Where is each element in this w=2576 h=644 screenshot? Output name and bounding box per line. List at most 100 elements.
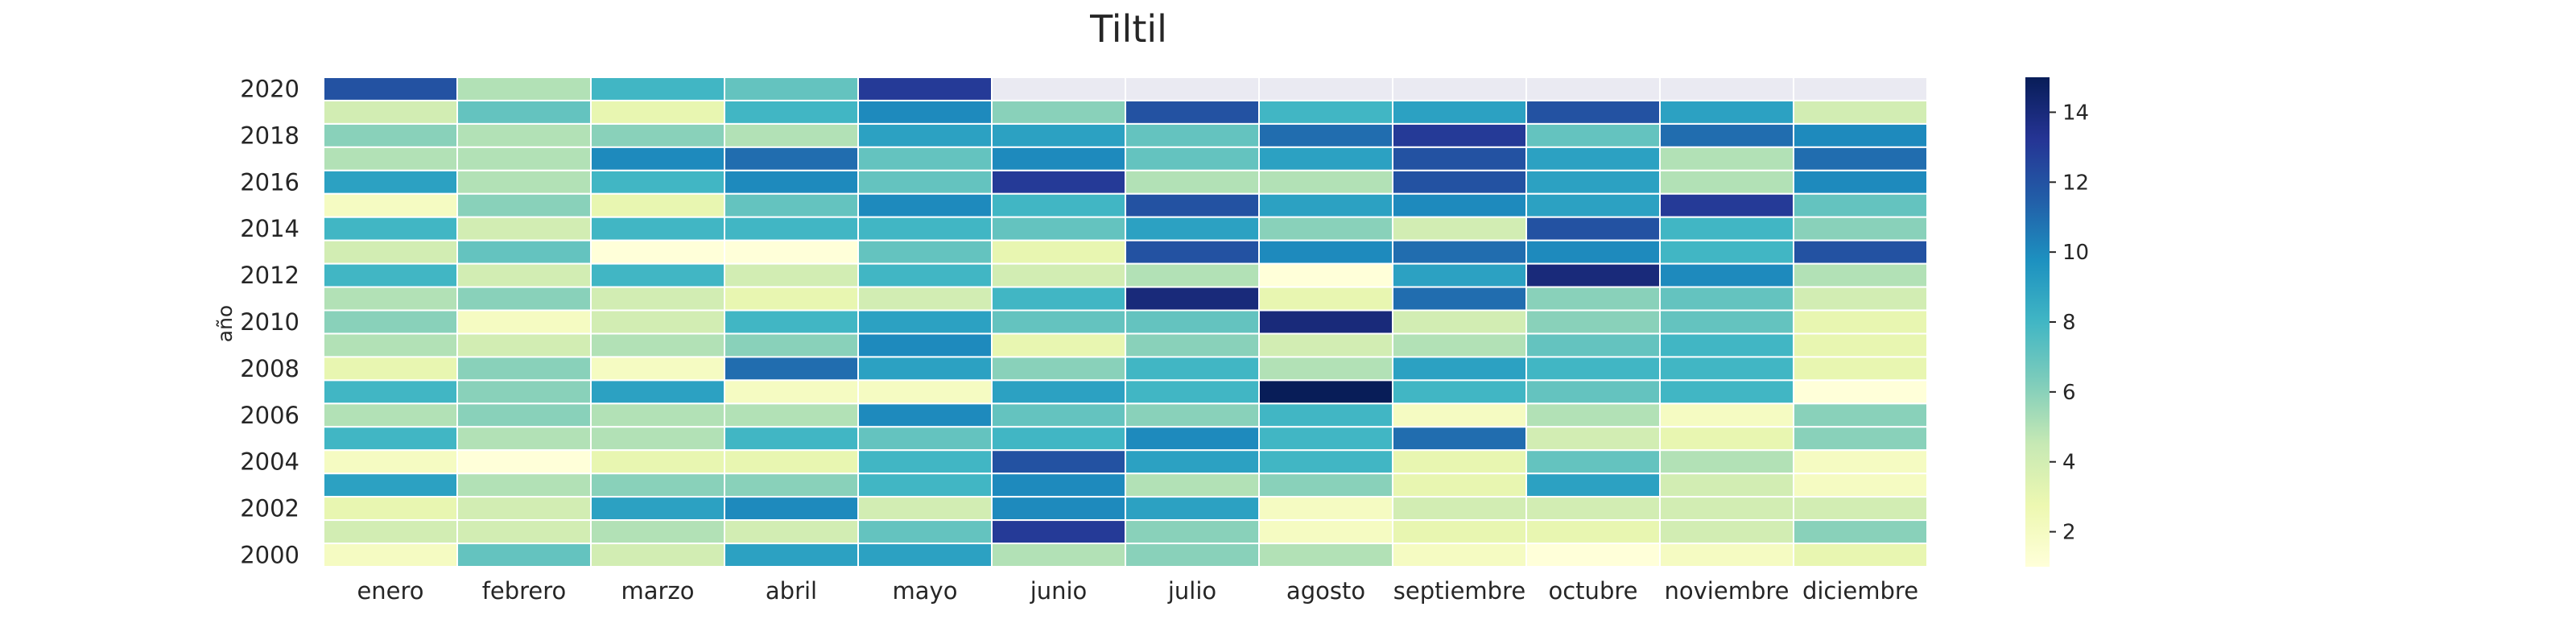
heatmap-cell: [1659, 99, 1794, 125]
heatmap-cell: [1125, 146, 1260, 171]
heatmap-cell: [724, 146, 859, 171]
heatmap-cell: [991, 449, 1126, 475]
heatmap-cell: [1258, 99, 1393, 125]
heatmap-cell: [857, 426, 993, 452]
heatmap-cell: [1392, 99, 1527, 125]
heatmap-cell: [1525, 122, 1661, 148]
heatmap-cell: [1525, 309, 1661, 335]
heatmap-cell: [323, 402, 458, 428]
heatmap-cell: [590, 192, 725, 218]
heatmap-cell: [724, 449, 859, 475]
heatmap-cell: [1659, 169, 1794, 195]
heatmap-cell: [456, 286, 592, 312]
heatmap-cell: [1525, 519, 1661, 545]
heatmap-cell: [724, 519, 859, 545]
heatmap-cell: [1659, 332, 1794, 358]
heatmap-cell: [1659, 519, 1794, 545]
heatmap-cell: [1525, 239, 1661, 265]
x-tick-label: enero: [357, 577, 423, 605]
heatmap-cell: [590, 496, 725, 522]
heatmap-cell: [1392, 76, 1527, 101]
heatmap-cell: [1525, 76, 1661, 101]
heatmap-cell: [991, 262, 1126, 288]
heatmap-cell: [323, 146, 458, 171]
heatmap-cell: [1659, 309, 1794, 335]
heatmap-cell: [1793, 449, 1928, 475]
heatmap-cell: [456, 122, 592, 148]
heatmap-cell: [1659, 402, 1794, 428]
heatmap-cell: [323, 286, 458, 312]
y-tick-labels: 2020 2018 2016 2014 2012 2010 2008 2006 2004 2002…: [240, 75, 299, 568]
heatmap-cell: [1125, 216, 1260, 242]
heatmap-cell: [1793, 239, 1928, 265]
heatmap-cell: [590, 519, 725, 545]
heatmap-cell: [590, 122, 725, 148]
heatmap-cell: [456, 402, 592, 428]
heatmap-cell: [1392, 192, 1527, 218]
heatmap-cell: [857, 473, 993, 498]
heatmap-cell: [991, 379, 1126, 405]
heatmap-cell: [590, 356, 725, 382]
heatmap-cell: [1525, 402, 1661, 428]
heatmap-cell: [590, 309, 725, 335]
heatmap-cell: [1793, 426, 1928, 452]
heatmap-cell: [857, 379, 993, 405]
y-tick-label: 2006: [240, 402, 299, 429]
heatmap-cell: [590, 402, 725, 428]
heatmap-cell: [857, 519, 993, 545]
heatmap-cell: [1793, 192, 1928, 218]
y-tick-label: 2010: [240, 308, 299, 336]
heatmap-cell: [323, 239, 458, 265]
heatmap-cell: [1125, 356, 1260, 382]
heatmap-cell: [1793, 286, 1928, 312]
heatmap-cell: [456, 216, 592, 242]
heatmap-cell: [1659, 122, 1794, 148]
heatmap-cell: [1659, 543, 1794, 568]
heatmap-cell: [456, 473, 592, 498]
heatmap-cell: [456, 356, 592, 382]
heatmap-cell: [1258, 379, 1393, 405]
heatmap-cell: [1258, 309, 1393, 335]
heatmap-cell: [1659, 192, 1794, 218]
heatmap-cell: [590, 473, 725, 498]
heatmap-cell: [1125, 239, 1260, 265]
heatmap-cell: [991, 543, 1126, 568]
heatmap-cell: [1793, 543, 1928, 568]
x-tick-label: mayo: [893, 577, 958, 605]
heatmap-cell: [857, 543, 993, 568]
heatmap-cell: [724, 402, 859, 428]
heatmap-cell: [1793, 356, 1928, 382]
heatmap-cell: [1125, 543, 1260, 568]
heatmap-cell: [1793, 262, 1928, 288]
heatmap-cell: [1525, 192, 1661, 218]
heatmap-cell: [1258, 402, 1393, 428]
heatmap-cell: [1793, 146, 1928, 171]
heatmap-cell: [991, 169, 1126, 195]
heatmap-cell: [590, 146, 725, 171]
heatmap-cell: [1659, 449, 1794, 475]
heatmap-cell: [991, 519, 1126, 545]
heatmap-cell: [323, 379, 458, 405]
y-axis-label: año: [213, 305, 237, 342]
heatmap-cell: [1258, 239, 1393, 265]
heatmap-cell: [857, 356, 993, 382]
heatmap-cell: [724, 426, 859, 452]
heatmap-cell: [1125, 122, 1260, 148]
heatmap-cell: [1525, 332, 1661, 358]
heatmap-cell: [323, 332, 458, 358]
heatmap-cell: [1392, 519, 1527, 545]
heatmap-cell: [857, 402, 993, 428]
heatmap-cell: [456, 426, 592, 452]
heatmap-cell: [724, 262, 859, 288]
colorbar-tick-label: 14: [2062, 101, 2089, 125]
heatmap-cell: [724, 192, 859, 218]
heatmap-cell: [1525, 99, 1661, 125]
heatmap-cell: [1392, 379, 1527, 405]
heatmap-cell: [590, 332, 725, 358]
heatmap-cell: [1793, 216, 1928, 242]
heatmap-cell: [456, 192, 592, 218]
heatmap-cell: [1258, 76, 1393, 101]
heatmap-cell: [1392, 122, 1527, 148]
heatmap-cell: [991, 332, 1126, 358]
